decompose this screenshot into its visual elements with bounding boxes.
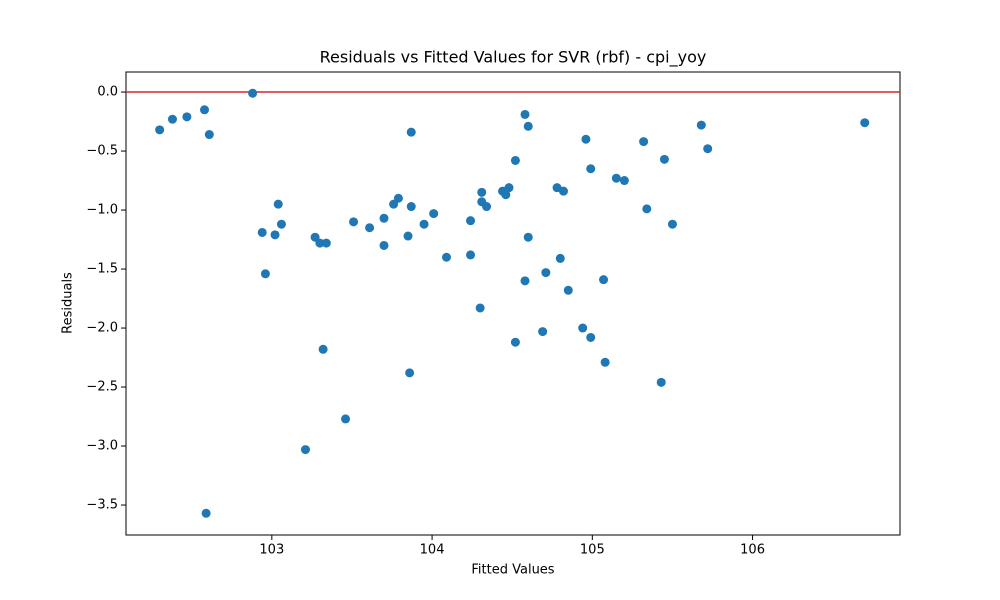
point: [578, 323, 588, 333]
y-tick-label: −1.5: [86, 262, 118, 277]
point: [475, 303, 485, 313]
point: [248, 88, 258, 98]
y-tick-label: −1.0: [86, 203, 118, 218]
point: [558, 186, 568, 196]
point: [860, 118, 870, 128]
point: [466, 216, 476, 226]
point: [520, 109, 530, 119]
point: [273, 199, 283, 209]
y-tick-label: −3.0: [86, 439, 118, 454]
point: [611, 173, 621, 183]
point: [599, 275, 609, 285]
point: [538, 327, 548, 337]
point: [523, 121, 533, 131]
point: [659, 154, 669, 164]
point: [379, 240, 389, 250]
point: [167, 114, 177, 124]
point: [466, 250, 476, 260]
point: [300, 445, 310, 455]
x-tick-label: 106: [740, 543, 765, 558]
point: [321, 238, 331, 248]
point: [393, 193, 403, 203]
x-tick-label: 105: [580, 543, 605, 558]
point: [586, 164, 596, 174]
point: [581, 134, 591, 144]
point: [619, 176, 629, 186]
point: [642, 204, 652, 214]
point: [257, 227, 267, 237]
point: [555, 253, 565, 263]
y-tick-label: 0.0: [97, 85, 118, 100]
point: [667, 219, 677, 229]
point: [270, 230, 280, 240]
point: [429, 209, 439, 219]
x-tick-label: 103: [259, 543, 284, 558]
point: [349, 217, 359, 227]
point: [639, 137, 649, 147]
plot-frame: [125, 71, 901, 536]
point: [200, 105, 210, 115]
point: [260, 269, 270, 279]
point: [318, 344, 328, 354]
point: [477, 187, 487, 197]
point: [703, 144, 713, 154]
point: [504, 183, 514, 193]
point: [419, 219, 429, 229]
chart-title: Residuals vs Fitted Values for SVR (rbf)…: [320, 48, 707, 68]
point: [696, 120, 706, 130]
point: [403, 231, 413, 241]
point: [586, 332, 596, 342]
point: [341, 414, 351, 424]
point: [365, 223, 375, 233]
point: [155, 125, 165, 135]
y-tick-label: −2.0: [86, 321, 118, 336]
point: [501, 190, 511, 200]
y-tick-label: −3.5: [86, 498, 118, 513]
y-tick-label: −2.5: [86, 380, 118, 395]
point: [510, 155, 520, 165]
point: [204, 130, 214, 140]
point: [482, 202, 492, 212]
point: [510, 337, 520, 347]
point: [405, 368, 415, 378]
x-tick-label: 104: [420, 543, 445, 558]
point: [656, 377, 666, 387]
point: [600, 357, 610, 367]
point: [441, 252, 451, 262]
point: [406, 202, 416, 212]
point: [276, 219, 286, 229]
point: [182, 112, 192, 122]
point: [406, 127, 416, 137]
y-tick-label: −0.5: [86, 144, 118, 159]
y-axis-label: Residuals: [61, 272, 76, 334]
point: [541, 268, 551, 278]
x-axis-label: Fitted Values: [471, 563, 554, 578]
point: [563, 285, 573, 295]
point: [315, 238, 325, 248]
point: [523, 232, 533, 242]
point: [201, 508, 211, 518]
point: [520, 276, 530, 286]
point: [379, 213, 389, 223]
